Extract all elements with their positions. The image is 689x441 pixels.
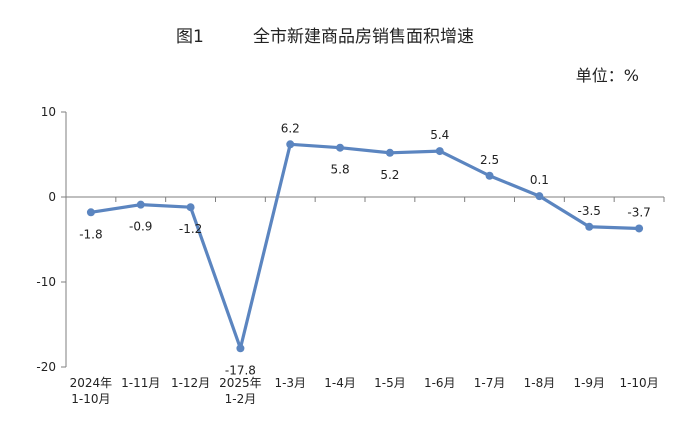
x-tick-label: 2025年 1-2月 [219, 376, 262, 406]
data-label: -1.2 [179, 222, 202, 236]
x-tick-label: 1-9月 [573, 376, 605, 390]
data-label: -17.8 [225, 363, 256, 377]
data-point [585, 222, 594, 231]
data-point [336, 143, 345, 152]
x-tick-label: 2024年 1-10月 [70, 376, 113, 406]
y-tick-label: 10 [41, 105, 56, 119]
x-tick-label: 1-10月 [619, 376, 658, 390]
figure-label: 图1 [176, 27, 204, 47]
data-point [136, 200, 145, 209]
data-point [236, 344, 245, 353]
x-tick-label: 1-3月 [274, 376, 306, 390]
data-point [435, 147, 444, 156]
data-label: -3.5 [578, 204, 601, 218]
chart-title: 全市新建商品房销售面积增速 [253, 27, 474, 47]
x-tick-label: 1-11月 [121, 376, 160, 390]
data-label: 5.4 [430, 128, 449, 142]
x-tick-label: 1-4月 [324, 376, 356, 390]
data-label: 6.2 [281, 121, 300, 135]
data-label: 5.2 [380, 168, 399, 182]
data-label: -1.8 [79, 227, 102, 241]
chart-title-row: 图1 全市新建商品房销售面积增速 [0, 22, 689, 47]
y-tick-label: -10 [36, 275, 56, 289]
data-label: 0.1 [530, 173, 549, 187]
data-label: -3.7 [627, 205, 650, 219]
series-line [89, 142, 641, 350]
data-point [635, 224, 644, 233]
unit-label: 单位：% [575, 66, 639, 85]
data-point [286, 140, 295, 149]
data-point [186, 203, 195, 212]
data-point [535, 192, 544, 201]
x-tick-label: 1-5月 [374, 376, 406, 390]
x-tick-label: 1-12月 [171, 376, 210, 390]
data-label: 2.5 [480, 153, 499, 167]
x-tick-label: 1-6月 [424, 376, 456, 390]
data-point [385, 148, 394, 157]
data-label: -0.9 [129, 220, 152, 234]
data-point [86, 208, 95, 217]
data-point [485, 171, 494, 180]
y-tick-label: 0 [48, 190, 56, 204]
x-tick-label: 1-7月 [474, 376, 506, 390]
data-label: 5.8 [331, 163, 350, 177]
y-tick-label: -20 [36, 360, 56, 374]
x-tick-label: 1-8月 [524, 376, 556, 390]
